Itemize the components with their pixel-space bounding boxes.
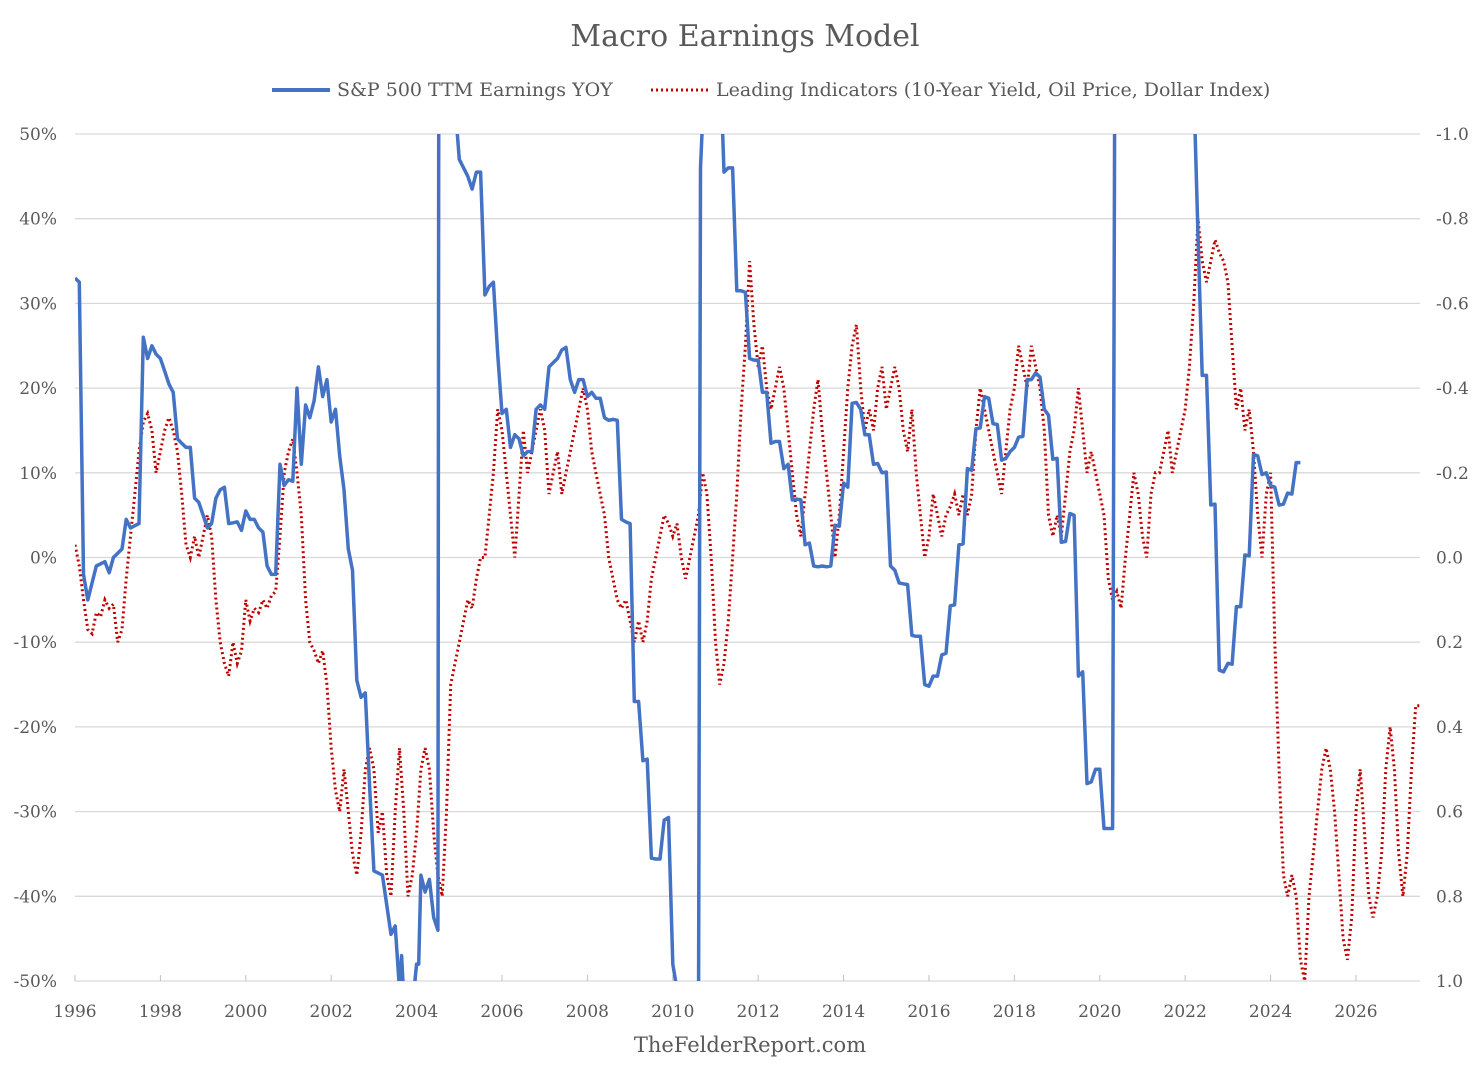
right-tick-label: 0.2 [1436, 633, 1463, 653]
x-tick-label: 2004 [395, 1002, 438, 1022]
legend: S&P 500 TTM Earnings YOY Leading Indicat… [272, 79, 1270, 101]
x-tick-label: 2006 [480, 1002, 523, 1022]
left-tick-label: 0% [30, 549, 57, 569]
x-tick-label: 2000 [224, 1002, 267, 1022]
x-tick-label: 1998 [139, 1002, 182, 1022]
left-tick-label: 30% [19, 294, 57, 314]
x-tick-label: 2010 [651, 1002, 694, 1022]
left-tick-label: -20% [13, 718, 57, 738]
legend-label-leading: Leading Indicators (10-Year Yield, Oil P… [716, 79, 1270, 101]
series-earnings-yoy-line [75, 134, 1301, 981]
left-tick-label: -30% [13, 803, 57, 823]
left-tick-label: -10% [13, 633, 57, 653]
right-y-axis: -1.0 -0.8 -0.6 -0.4 -0.2 0.0 0.2 0.4 0.6 0.8 1.0 [1436, 125, 1469, 992]
left-tick-label: 10% [19, 464, 57, 484]
x-tick-label: 1996 [53, 1002, 96, 1022]
x-tick-label: 2020 [1078, 1002, 1121, 1022]
right-tick-label: 0.8 [1436, 887, 1463, 907]
x-tick-label: 2012 [737, 1002, 780, 1022]
x-tick-label: 2008 [566, 1002, 609, 1022]
source-label: TheFelderReport.com [634, 1033, 866, 1057]
left-tick-label: 20% [19, 379, 57, 399]
right-tick-label: 0.4 [1436, 718, 1463, 738]
right-tick-label: -0.4 [1436, 379, 1469, 399]
right-tick-label: 0.0 [1436, 549, 1463, 569]
right-tick-label: -0.8 [1436, 210, 1469, 230]
left-tick-label: 40% [19, 210, 57, 230]
right-tick-label: 0.6 [1436, 803, 1463, 823]
x-tick-label: 2018 [993, 1002, 1036, 1022]
left-tick-label: -50% [13, 972, 57, 992]
right-tick-label: -0.2 [1436, 464, 1469, 484]
right-tick-label: 1.0 [1436, 972, 1463, 992]
chart-title: Macro Earnings Model [570, 19, 919, 54]
right-tick-label: -1.0 [1436, 125, 1469, 145]
x-tick-label: 2014 [822, 1002, 865, 1022]
x-axis: 1996 1998 2000 2002 2004 2006 2008 2010 2012 2014… [53, 975, 1378, 1022]
x-tick-label: 2024 [1249, 1002, 1292, 1022]
left-tick-label: -40% [13, 887, 57, 907]
left-tick-label: 50% [19, 125, 57, 145]
x-tick-label: 2022 [1164, 1002, 1207, 1022]
x-tick-label: 2016 [907, 1002, 950, 1022]
x-tick-label: 2026 [1334, 1002, 1377, 1022]
x-tick-label: 2002 [310, 1002, 353, 1022]
right-tick-label: -0.6 [1436, 294, 1469, 314]
gridlines [75, 133, 1420, 982]
legend-label-earnings: S&P 500 TTM Earnings YOY [337, 79, 613, 101]
left-y-axis: 50% 40% 30% 20% 10% 0% -10% -20% -30% -40% -50% [13, 125, 57, 992]
